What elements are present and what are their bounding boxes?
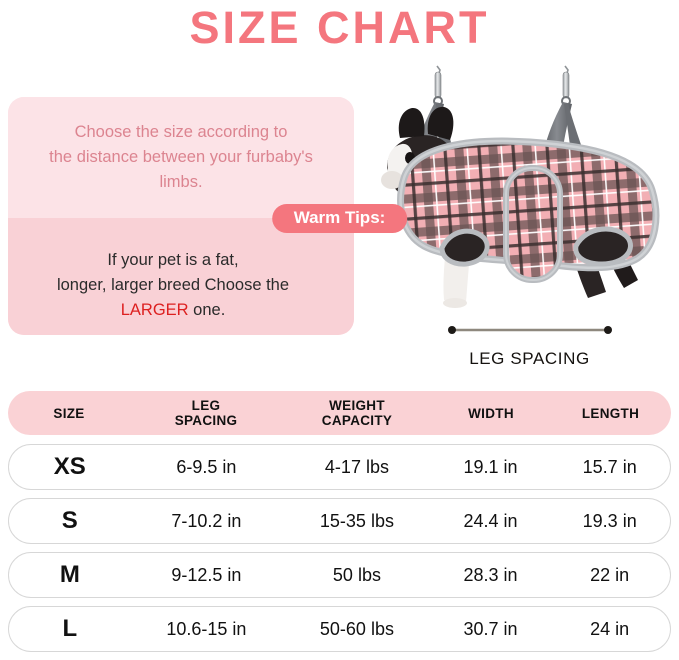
warm-tips-badge: Warm Tips: — [271, 204, 408, 233]
page-title: SIZE CHART — [189, 2, 490, 53]
center-velcro-flap — [503, 165, 563, 283]
cell-leg-spacing: 6-9.5 in — [176, 456, 237, 477]
leg-spacing-caption: LEG SPACING — [469, 349, 590, 368]
cell-size: M — [59, 561, 80, 588]
table-row: XS 6-9.5 in 4-17 lbs 19.1 in 15.7 in — [8, 444, 671, 490]
table-row: M 9-12.5 in 50 lbs 28.3 in 22 in — [8, 552, 671, 598]
info-panel-bottom-section — [8, 218, 354, 335]
table-header-width: WIDTH — [468, 405, 514, 421]
cell-leg-spacing: 9-12.5 in — [171, 564, 242, 585]
table-header-leg-spacing: LEG SPACING — [174, 398, 238, 428]
cell-weight-capacity: 4-17 lbs — [324, 456, 389, 477]
info-panel-top-section: Choose the size according to the distanc… — [8, 97, 354, 218]
table-header-weight-capacity: WEIGHT CAPACITY — [321, 398, 393, 428]
cell-weight-capacity: 15-35 lbs — [319, 510, 394, 531]
cell-leg-spacing: 7-10.2 in — [171, 510, 242, 531]
cell-weight-capacity: 50 lbs — [332, 564, 381, 585]
cell-leg-spacing: 10.6-15 in — [166, 618, 247, 639]
cell-width: 28.3 in — [463, 564, 518, 585]
cell-weight-capacity: 50-60 lbs — [319, 618, 394, 639]
cell-width: 24.4 in — [463, 510, 518, 531]
cell-size: S — [61, 507, 78, 534]
warning-text: If your pet is a fat, longer, larger bre… — [0, 248, 346, 323]
cell-size: XS — [53, 453, 86, 480]
table-header-length: LENGTH — [581, 405, 640, 421]
table-row: S 7-10.2 in 15-35 lbs 24.4 in 19.3 in — [8, 498, 671, 544]
warning-text-suffix: one. — [188, 301, 226, 319]
cell-length: 15.7 in — [582, 456, 637, 477]
cell-length: 22 in — [590, 564, 630, 585]
product-photo-dog-in-sling — [380, 60, 679, 350]
cell-length: 19.3 in — [582, 510, 637, 531]
cell-size: L — [62, 615, 78, 642]
carabiner-hook-rear — [561, 65, 571, 106]
table-header-size: SIZE — [53, 405, 85, 421]
warning-text-emphasis: LARGER — [120, 301, 189, 319]
cell-width: 30.7 in — [463, 618, 518, 639]
info-panel: Choose the size according to the distanc… — [8, 97, 354, 335]
cell-length: 24 in — [590, 618, 630, 639]
leg-spacing-measure-line — [448, 326, 612, 334]
table-header-row: SIZE LEG SPACING WEIGHT CAPACITY WIDTH L… — [8, 391, 671, 435]
intro-text: Choose the size according to the distanc… — [49, 123, 313, 191]
table-row: L 10.6-15 in 50-60 lbs 30.7 in 24 in — [8, 606, 671, 652]
cell-width: 19.1 in — [463, 456, 518, 477]
size-chart-table: SIZE LEG SPACING WEIGHT CAPACITY WIDTH L… — [8, 391, 671, 660]
carabiner-hook-front — [433, 65, 443, 106]
warning-text-prefix: If your pet is a fat, longer, larger bre… — [56, 251, 290, 294]
